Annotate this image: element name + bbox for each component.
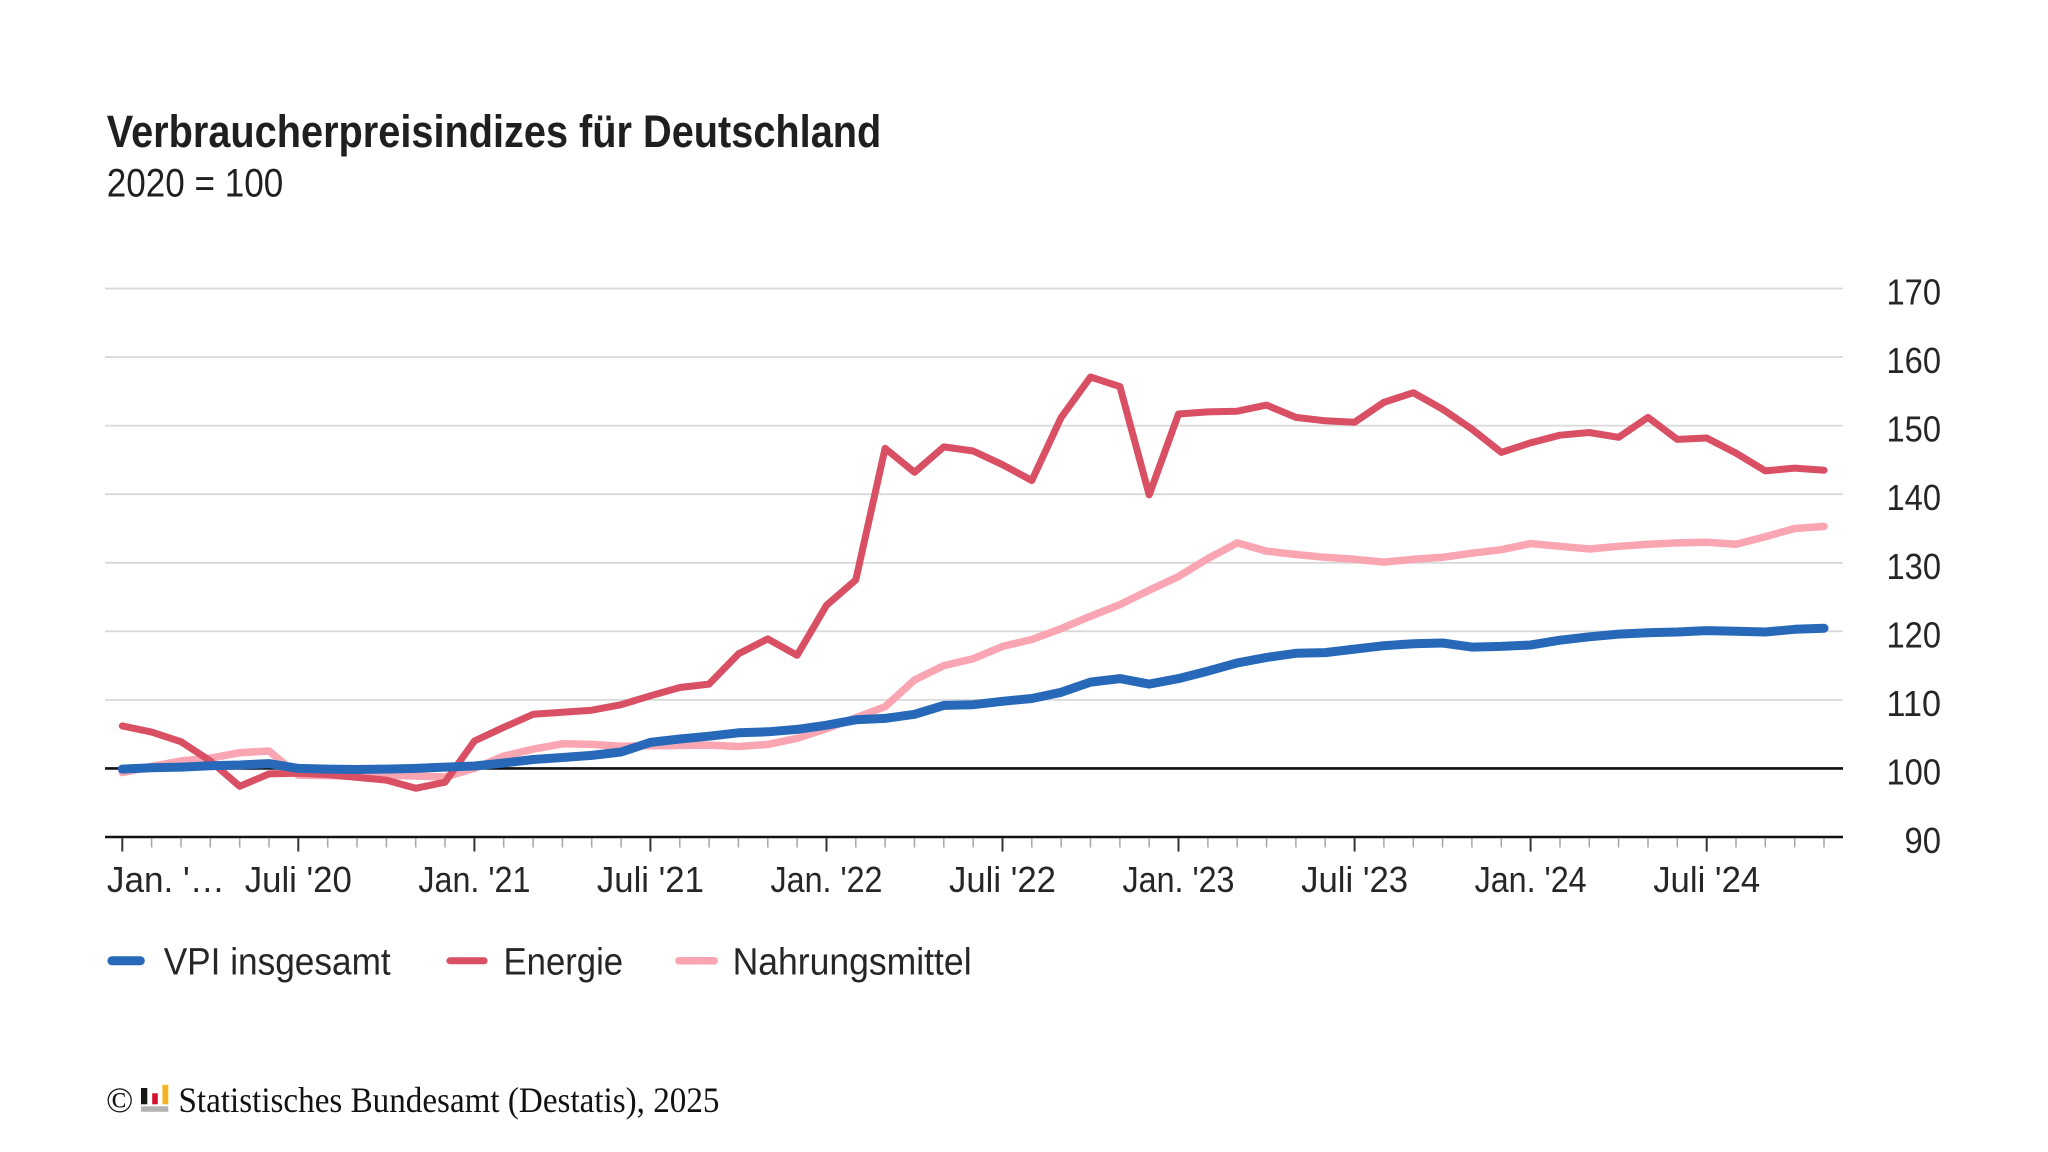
svg-text:2020 = 100: 2020 = 100 [107,162,283,206]
svg-text:100: 100 [1887,751,1942,792]
svg-text:Juli '21: Juli '21 [597,859,704,900]
svg-text:130: 130 [1887,546,1942,587]
svg-text:Verbraucherpreisindizes für De: Verbraucherpreisindizes für Deutschland [107,106,882,157]
svg-text:Juli '24: Juli '24 [1653,859,1760,900]
svg-text:Jan. '22: Jan. '22 [771,859,883,900]
svg-text:Jan. '24: Jan. '24 [1475,859,1587,900]
svg-text:VPI insgesamt: VPI insgesamt [164,942,391,984]
svg-text:150: 150 [1887,409,1942,450]
svg-text:110: 110 [1887,683,1942,724]
svg-text:160: 160 [1887,340,1942,381]
svg-text:140: 140 [1887,477,1942,518]
svg-text:Statistisches Bundesamt (Desta: Statistisches Bundesamt (Destatis), 2025 [179,1080,720,1120]
svg-text:Juli '23: Juli '23 [1301,859,1408,900]
svg-text:Nahrungsmittel: Nahrungsmittel [733,942,972,984]
svg-text:©: © [106,1080,133,1120]
svg-text:120: 120 [1887,614,1942,655]
svg-text:Jan. '…: Jan. '… [107,859,225,900]
svg-text:Energie: Energie [504,942,624,984]
svg-text:Juli '20: Juli '20 [245,859,352,900]
svg-text:Jan. '23: Jan. '23 [1123,859,1235,900]
svg-text:90: 90 [1905,820,1942,861]
svg-text:170: 170 [1887,272,1942,313]
svg-text:Jan. '21: Jan. '21 [418,859,530,900]
svg-text:Juli '22: Juli '22 [949,859,1056,900]
